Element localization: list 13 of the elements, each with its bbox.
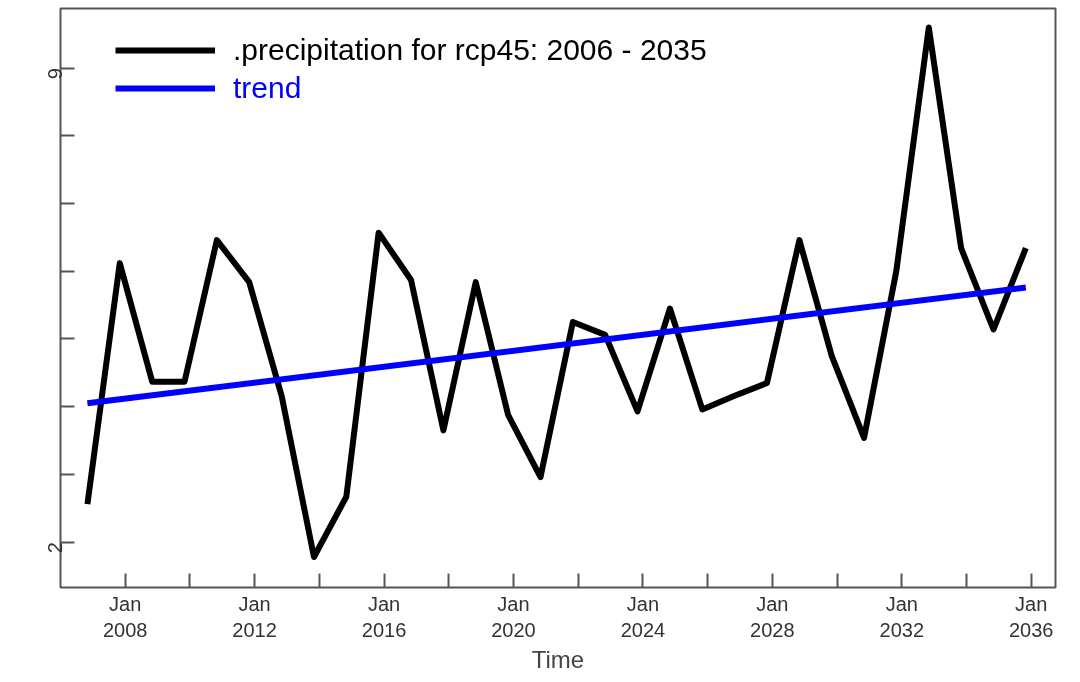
x-tick-label: Jan 2012: [232, 592, 277, 641]
x-tick-label: Jan 2016: [361, 592, 407, 641]
x-tick-label: Jan 2020: [491, 592, 536, 641]
x-tick-label: Jan 2008: [102, 592, 148, 641]
x-tick-label: Jan 2028: [750, 592, 795, 641]
legend-label: .precipitation for rcp45: 2006 - 2035: [233, 33, 707, 67]
y-tick-label: 2: [44, 542, 67, 554]
y-tick-label: 9: [44, 68, 67, 80]
x-tick-label: Jan 2032: [879, 592, 925, 641]
x-tick-label: Jan 2036: [1008, 592, 1054, 641]
legend-label: trend: [233, 71, 302, 105]
x-axis-title: Time: [531, 645, 585, 673]
x-tick-label: Jan 2024: [620, 592, 666, 641]
